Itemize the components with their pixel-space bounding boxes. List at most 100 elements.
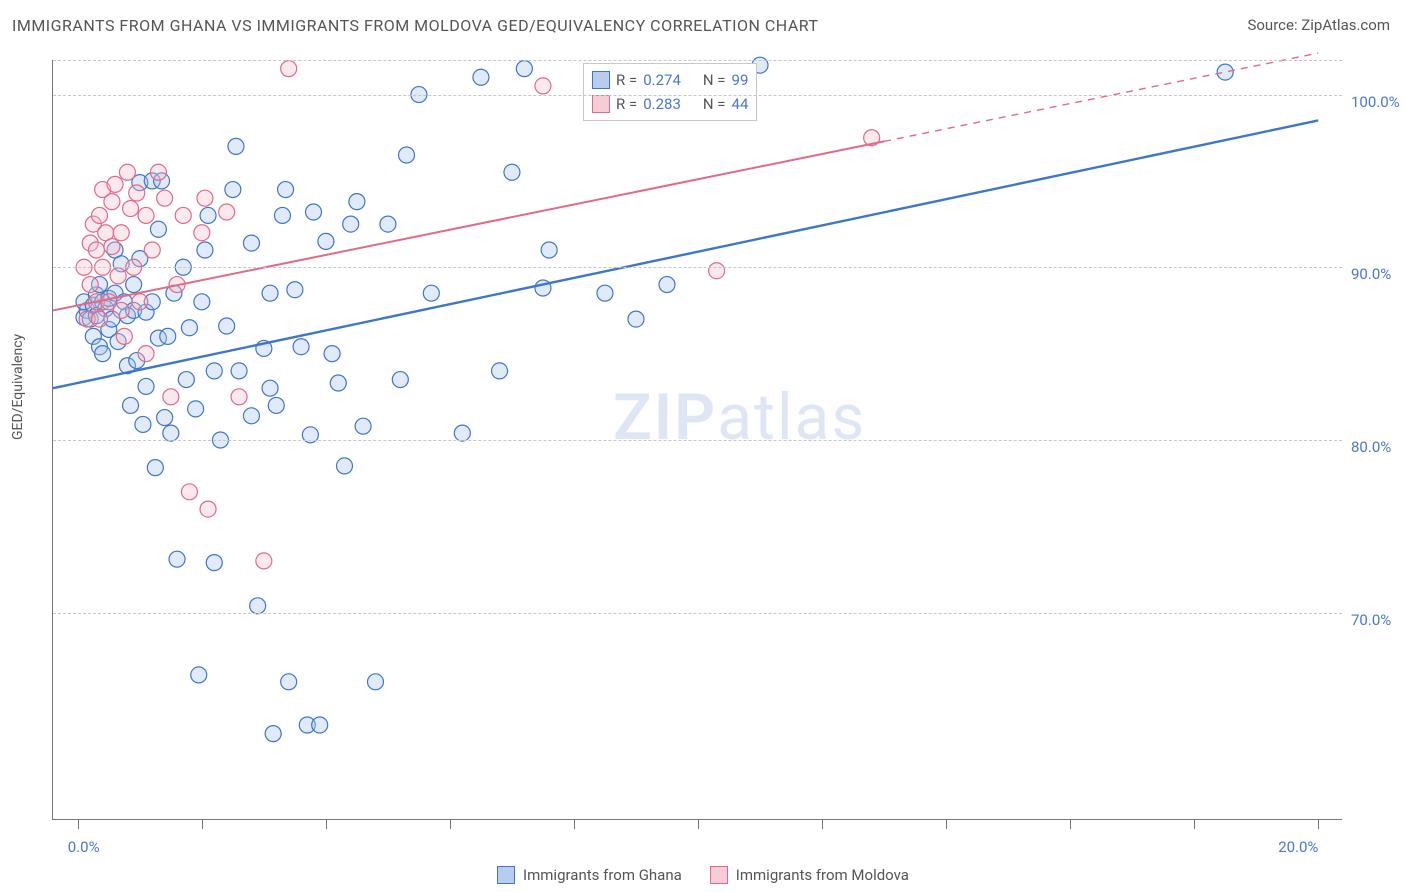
data-point	[138, 346, 154, 362]
x-tick	[1318, 819, 1319, 829]
data-point	[194, 225, 210, 241]
data-point	[129, 185, 145, 201]
data-point	[157, 410, 173, 426]
trend-line-dashed	[884, 53, 1318, 141]
data-point	[92, 311, 108, 327]
data-point	[324, 346, 340, 362]
data-point	[541, 242, 557, 258]
data-point	[150, 164, 166, 180]
data-point	[175, 207, 191, 223]
x-tick	[946, 819, 947, 829]
data-point	[535, 78, 551, 94]
legend-row: R =0.274N =99	[592, 68, 748, 92]
data-point	[392, 372, 408, 388]
r-value: 0.283	[643, 95, 681, 113]
data-point	[312, 717, 328, 733]
data-point	[169, 551, 185, 567]
data-point	[281, 674, 297, 690]
data-point	[144, 242, 160, 258]
x-tick	[1070, 819, 1071, 829]
data-point	[287, 282, 303, 298]
data-point	[262, 380, 278, 396]
data-point	[225, 182, 241, 198]
data-point	[107, 176, 123, 192]
data-point	[119, 164, 135, 180]
data-point	[659, 277, 675, 293]
data-point	[1217, 64, 1233, 80]
data-point	[138, 207, 154, 223]
data-point	[262, 285, 278, 301]
series-legend: Immigrants from Ghana Immigrants from Mol…	[0, 866, 1406, 884]
x-tick	[326, 819, 327, 829]
data-point	[628, 311, 644, 327]
data-point	[231, 363, 247, 379]
data-point	[268, 397, 284, 413]
legend-swatch	[592, 95, 610, 113]
gridline	[53, 613, 1342, 614]
data-point	[293, 339, 309, 355]
x-tick	[78, 819, 79, 829]
y-tick-label: 100.0%	[1351, 93, 1400, 111]
data-point	[330, 375, 346, 391]
data-point	[231, 389, 247, 405]
watermark-zip: ZIP	[613, 380, 717, 455]
x-tick	[450, 819, 451, 829]
data-point	[206, 363, 222, 379]
legend-row: R =0.283N =44	[592, 92, 748, 116]
data-point	[92, 207, 108, 223]
data-point	[147, 460, 163, 476]
data-point	[250, 598, 266, 614]
data-point	[150, 221, 166, 237]
data-point	[473, 69, 489, 85]
data-point	[191, 667, 207, 683]
data-point	[135, 416, 151, 432]
data-point	[157, 190, 173, 206]
plot-area: R =0.274N =99R =0.283N =44 ZIPatlas 70.0…	[52, 60, 1342, 820]
trend-line	[53, 141, 884, 310]
data-point	[219, 318, 235, 334]
x-tick	[698, 819, 699, 829]
data-point	[104, 239, 120, 255]
series-name: Immigrants from Moldova	[736, 866, 909, 884]
series-name: Immigrants from Ghana	[523, 866, 682, 884]
r-label: R =	[616, 71, 637, 89]
data-point	[709, 263, 725, 279]
n-value: 44	[732, 95, 749, 113]
data-point	[95, 346, 111, 362]
x-tick	[202, 819, 203, 829]
trend-line	[53, 120, 1318, 388]
data-point	[368, 674, 384, 690]
data-point	[281, 61, 297, 77]
data-point	[355, 418, 371, 434]
data-point	[181, 484, 197, 500]
data-point	[82, 277, 98, 293]
data-point	[178, 372, 194, 388]
data-point	[116, 328, 132, 344]
gridline	[53, 95, 1342, 96]
data-point	[274, 207, 290, 223]
n-label: N =	[703, 71, 726, 89]
gridline	[53, 440, 1342, 441]
data-point	[454, 425, 470, 441]
data-point	[163, 425, 179, 441]
watermark-atlas: atlas	[717, 380, 866, 455]
data-point	[492, 363, 508, 379]
data-point	[597, 285, 613, 301]
correlation-legend: R =0.274N =99R =0.283N =44	[583, 63, 757, 121]
gridline	[53, 267, 1342, 268]
data-point	[243, 235, 259, 251]
data-point	[200, 501, 216, 517]
data-point	[399, 147, 415, 163]
data-point	[163, 389, 179, 405]
data-point	[197, 242, 213, 258]
data-point	[104, 194, 120, 210]
r-value: 0.274	[643, 71, 681, 89]
data-point	[423, 285, 439, 301]
series-legend-item: Immigrants from Moldova	[710, 866, 909, 884]
data-point	[349, 194, 365, 210]
data-point	[380, 216, 396, 232]
data-point	[243, 408, 259, 424]
data-point	[343, 216, 359, 232]
source-label: Source: ZipAtlas.com	[1247, 16, 1390, 34]
data-point	[126, 277, 142, 293]
